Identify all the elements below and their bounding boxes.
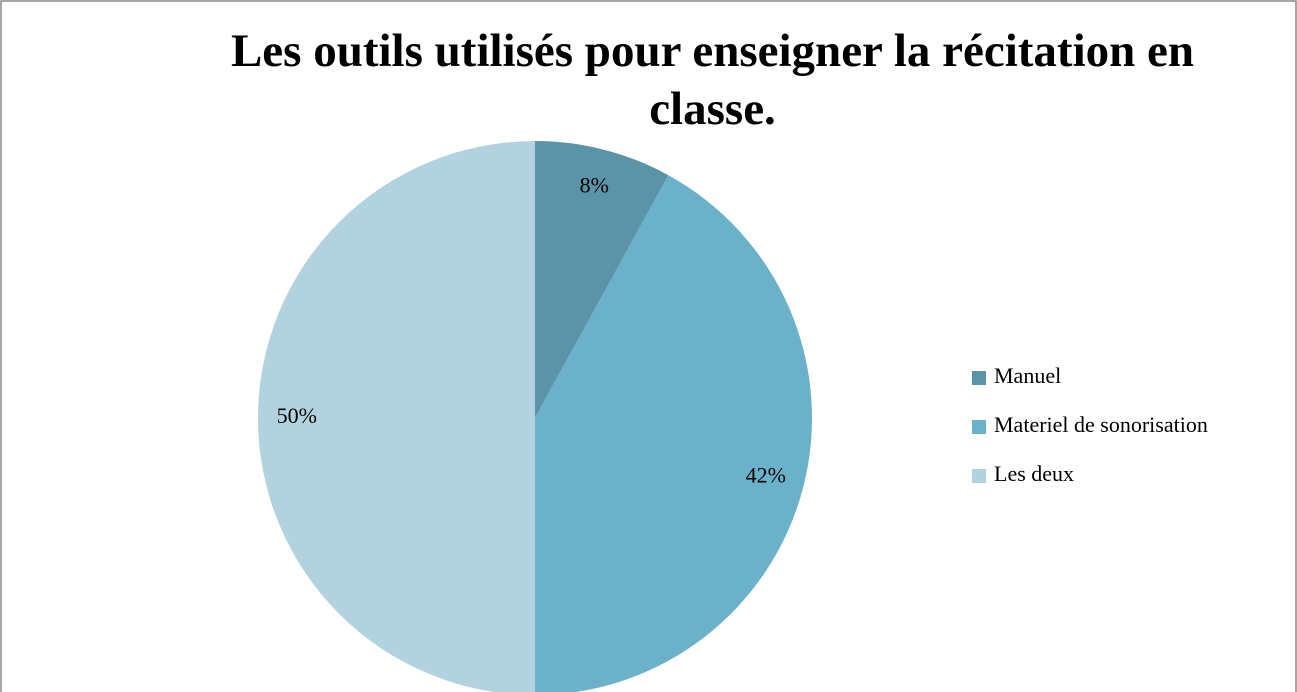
legend-swatch	[972, 469, 986, 483]
pie-slice	[258, 141, 535, 692]
chart-title: Les outils utilisés pour enseigner la ré…	[230, 25, 1195, 135]
legend-swatch	[972, 371, 986, 385]
pie-slice	[535, 141, 669, 418]
data-label: 8%	[580, 172, 609, 197]
data-label: 42%	[746, 462, 786, 487]
pie-slice	[535, 175, 812, 692]
legend-label: Materiel de sonorisation	[994, 412, 1208, 437]
data-label: 50%	[277, 403, 317, 428]
legend-label: Manuel	[994, 363, 1061, 388]
legend-swatch	[972, 420, 986, 434]
legend-label: Les deux	[994, 461, 1074, 486]
